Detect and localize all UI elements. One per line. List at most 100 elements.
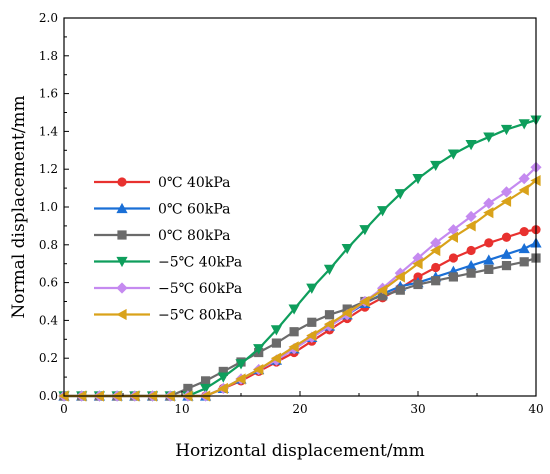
data-point: [289, 327, 299, 337]
data-point: [518, 173, 530, 185]
data-point: [500, 195, 512, 207]
series-4: [58, 161, 542, 402]
data-point: [307, 317, 317, 327]
axes: 0 10 20 30 40 0.0 0.2 0.4 0.6 0.8 1.0 1.2 1.4 1.6 1.8 2…: [39, 11, 544, 416]
legend-item: 0℃ 60kPa: [94, 202, 230, 218]
legend-marker: [116, 202, 128, 214]
legend-label: −5℃ 40kPa: [158, 255, 242, 271]
data-point: [465, 220, 476, 232]
legend-item: −5℃ 60kPa: [94, 281, 242, 297]
data-point: [253, 344, 265, 355]
data-point: [430, 160, 442, 172]
legend-label: 0℃ 40kPa: [158, 175, 230, 191]
data-point: [483, 254, 495, 265]
data-point: [235, 373, 246, 385]
data-point: [217, 372, 229, 383]
y-axis-title: Normal displacement/mm: [9, 95, 29, 318]
data-point: [359, 295, 370, 308]
data-point: [484, 264, 494, 274]
series-line: [64, 241, 537, 398]
plot-frame: [63, 17, 537, 397]
data-point: [447, 149, 459, 160]
data-point: [323, 318, 335, 330]
y-tick-label: 1.8: [39, 49, 58, 63]
data-point: [518, 184, 529, 196]
y-tick-label: 1.6: [39, 87, 58, 101]
data-point: [483, 207, 494, 219]
data-point: [270, 352, 281, 364]
series-line: [64, 166, 537, 398]
legend-marker: [117, 177, 127, 187]
y-tick-label: 1.4: [39, 124, 58, 138]
data-point: [201, 376, 211, 386]
series-0: [59, 225, 541, 401]
data-point: [412, 174, 424, 185]
data-point: [484, 238, 494, 248]
data-point: [183, 383, 193, 394]
data-point: [519, 257, 529, 267]
legend: 0℃ 40kPa 0℃ 60kPa 0℃ 80kPa −5℃ 40kPa −5℃ 60k…: [94, 175, 242, 324]
data-point: [412, 258, 423, 270]
data-point: [465, 210, 477, 223]
legend-marker: [117, 230, 127, 240]
data-point: [430, 237, 442, 249]
data-point: [306, 283, 318, 294]
legend-item: −5℃ 80kPa: [94, 308, 242, 324]
legend-label: −5℃ 80kPa: [158, 308, 242, 324]
y-tick-label: 0.8: [39, 238, 58, 252]
x-tick-label: 0: [60, 402, 68, 416]
data-point: [501, 232, 512, 242]
legend-marker: [116, 308, 127, 321]
data-point: [413, 279, 423, 290]
legend-item: 0℃ 80kPa: [94, 228, 230, 244]
data-point: [394, 271, 405, 283]
data-point: [483, 132, 495, 143]
series-2: [59, 253, 541, 401]
data-point: [271, 338, 281, 348]
data-point: [518, 119, 530, 130]
y-tick-label: 0.4: [39, 313, 58, 327]
data-point: [342, 304, 352, 314]
data-point: [324, 310, 335, 320]
data-point: [288, 304, 300, 315]
data-point: [519, 226, 529, 237]
x-tick-label: 10: [174, 402, 189, 416]
data-point: [341, 307, 352, 319]
legend-item: −5℃ 40kPa: [94, 255, 242, 271]
y-tick-label: 0.6: [39, 276, 58, 290]
data-point: [447, 231, 458, 243]
series-line: [64, 228, 537, 398]
data-point: [447, 224, 459, 236]
legend-label: 0℃ 80kPa: [158, 228, 230, 244]
data-point: [483, 197, 495, 209]
data-point: [270, 325, 282, 336]
legend-marker: [116, 282, 128, 294]
data-point: [448, 272, 458, 282]
data-point: [377, 206, 389, 217]
data-point: [465, 140, 477, 151]
data-point: [500, 248, 513, 259]
legend-label: 0℃ 60kPa: [158, 202, 230, 218]
data-point: [235, 359, 247, 370]
data-point: [394, 189, 406, 200]
series-line: [64, 256, 537, 398]
data-point: [500, 124, 513, 136]
series-line: [64, 119, 537, 398]
data-point: [466, 245, 476, 256]
plot-area: [58, 115, 542, 402]
data-point: [465, 259, 477, 271]
data-point: [466, 268, 476, 278]
data-point: [431, 262, 441, 273]
series-3: [58, 115, 542, 402]
data-point: [501, 260, 512, 271]
y-tick-label: 1.0: [39, 200, 58, 214]
data-point: [431, 276, 441, 286]
data-point: [359, 225, 371, 236]
data-point: [218, 366, 228, 377]
data-point: [288, 341, 299, 353]
data-point: [253, 363, 264, 376]
data-point: [500, 186, 513, 198]
data-point: [323, 264, 336, 275]
